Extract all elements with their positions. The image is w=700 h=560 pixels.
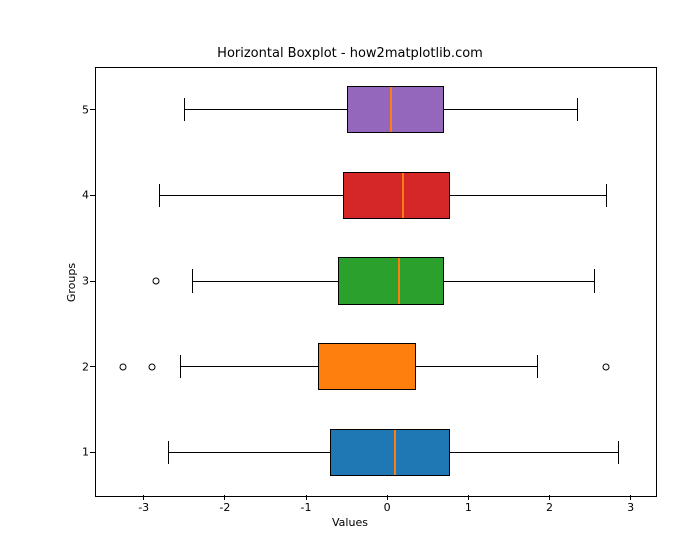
- box: [330, 429, 450, 476]
- xtick-mark: [224, 495, 225, 500]
- xtick-label: -2: [219, 501, 230, 514]
- median-line: [394, 430, 396, 475]
- ytick-label: 2: [77, 360, 89, 373]
- xtick-mark: [387, 495, 388, 500]
- whisker-low: [184, 109, 346, 110]
- xtick-mark: [630, 495, 631, 500]
- cap-low: [168, 441, 169, 464]
- ytick-label: 5: [77, 103, 89, 116]
- cap-low: [180, 355, 181, 378]
- ytick-mark: [90, 366, 95, 367]
- whisker-high: [444, 109, 578, 110]
- xtick-mark: [549, 495, 550, 500]
- xtick-label: -1: [301, 501, 312, 514]
- ytick-mark: [90, 281, 95, 282]
- xtick-label: 3: [627, 501, 634, 514]
- whisker-low: [180, 366, 318, 367]
- outlier: [120, 363, 127, 370]
- whisker-low: [192, 281, 338, 282]
- outlier: [152, 278, 159, 285]
- median-line: [402, 173, 404, 218]
- whisker-high: [416, 366, 538, 367]
- cap-high: [594, 269, 595, 292]
- xtick-label: 2: [546, 501, 553, 514]
- cap-high: [618, 441, 619, 464]
- whisker-low: [168, 452, 330, 453]
- xtick-mark: [306, 495, 307, 500]
- xtick-label: 1: [465, 501, 472, 514]
- ytick-label: 3: [77, 275, 89, 288]
- xtick-label: 0: [384, 501, 391, 514]
- ytick-mark: [90, 109, 95, 110]
- cap-high: [577, 98, 578, 121]
- x-axis-label: Values: [0, 516, 700, 529]
- cap-high: [537, 355, 538, 378]
- cap-low: [159, 184, 160, 207]
- xtick-label: -3: [138, 501, 149, 514]
- outlier: [603, 363, 610, 370]
- xtick-mark: [468, 495, 469, 500]
- ytick-mark: [90, 195, 95, 196]
- cap-high: [606, 184, 607, 207]
- cap-low: [184, 98, 185, 121]
- figure: Horizontal Boxplot - how2matplotlib.com …: [0, 0, 700, 560]
- whisker-high: [450, 452, 618, 453]
- box: [347, 86, 444, 133]
- chart-title: Horizontal Boxplot - how2matplotlib.com: [0, 46, 700, 61]
- ytick-label: 4: [77, 189, 89, 202]
- outlier: [148, 363, 155, 370]
- box: [318, 343, 415, 390]
- median-line: [390, 87, 392, 132]
- whisker-high: [444, 281, 594, 282]
- cap-low: [192, 269, 193, 292]
- box: [343, 172, 451, 219]
- whisker-low: [160, 195, 343, 196]
- ytick-mark: [90, 452, 95, 453]
- median-line: [398, 258, 400, 303]
- whisker-high: [450, 195, 606, 196]
- box: [338, 257, 444, 304]
- ytick-label: 1: [77, 446, 89, 459]
- median-line: [374, 344, 376, 389]
- xtick-mark: [143, 495, 144, 500]
